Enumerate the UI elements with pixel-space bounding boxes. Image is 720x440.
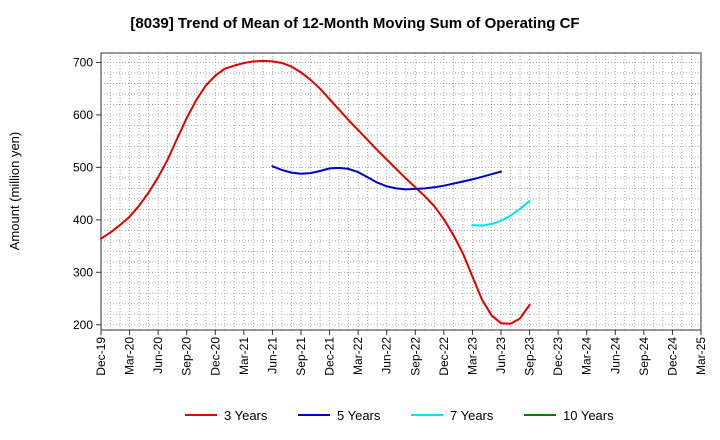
x-tick-label: Sep-20 — [180, 337, 194, 376]
series-line-5-years — [271, 165, 502, 191]
y-tick-label: 500 — [73, 160, 93, 174]
y-tick-label: 600 — [73, 108, 93, 122]
x-tick-label: Dec-21 — [323, 337, 337, 376]
x-tick-label: Mar-20 — [123, 337, 137, 375]
x-tick-label: Jun-22 — [380, 337, 394, 374]
y-tick-label: 400 — [73, 213, 93, 227]
y-tick-label: 300 — [73, 265, 93, 279]
legend-label: 10 Years — [563, 408, 614, 423]
legend: 3 Years 5 Years 7 Years 10 Years — [185, 408, 614, 423]
series-lines — [100, 59, 531, 325]
x-tick-label: Jun-21 — [265, 337, 279, 374]
axes: 200 300 400 500 600 700 Dec-19 Mar-20 Jun-20 Sep-… — [73, 52, 708, 376]
x-tick-label: Dec-23 — [551, 337, 565, 376]
x-tick-label: Mar-25 — [694, 337, 708, 375]
x-tick-label: Sep-22 — [408, 337, 422, 376]
x-tick-label: Jun-24 — [608, 337, 622, 374]
x-tick-label: Sep-21 — [294, 337, 308, 376]
x-tick-label: Sep-24 — [637, 337, 651, 376]
y-axis-label: Amount (million yen) — [7, 132, 22, 251]
x-tick-label: Dec-20 — [208, 337, 222, 376]
plot-area-frame — [100, 52, 702, 331]
series-line-7-years — [471, 199, 531, 227]
legend-label: 7 Years — [450, 408, 494, 423]
series-line-3-years — [100, 59, 531, 325]
chart-title: [8039] Trend of Mean of 12-Month Moving … — [130, 15, 579, 32]
x-tick-label: Mar-22 — [351, 337, 365, 375]
x-tick-label: Dec-19 — [94, 337, 108, 376]
x-tick-label: Mar-21 — [237, 337, 251, 375]
x-tick-label: Sep-23 — [523, 337, 537, 376]
y-tick-label: 200 — [73, 318, 93, 332]
y-tick-label: 700 — [73, 55, 93, 69]
x-tick-label: Dec-24 — [665, 337, 679, 376]
legend-label: 5 Years — [337, 408, 381, 423]
x-tick-label: Mar-24 — [580, 337, 594, 375]
x-tick-label: Dec-22 — [437, 337, 451, 376]
x-tick-label: Jun-23 — [494, 337, 508, 374]
grid-lines — [101, 53, 701, 330]
legend-label: 3 Years — [224, 408, 268, 423]
x-tick-label: Mar-23 — [465, 337, 479, 375]
x-tick-label: Jun-20 — [151, 337, 165, 374]
